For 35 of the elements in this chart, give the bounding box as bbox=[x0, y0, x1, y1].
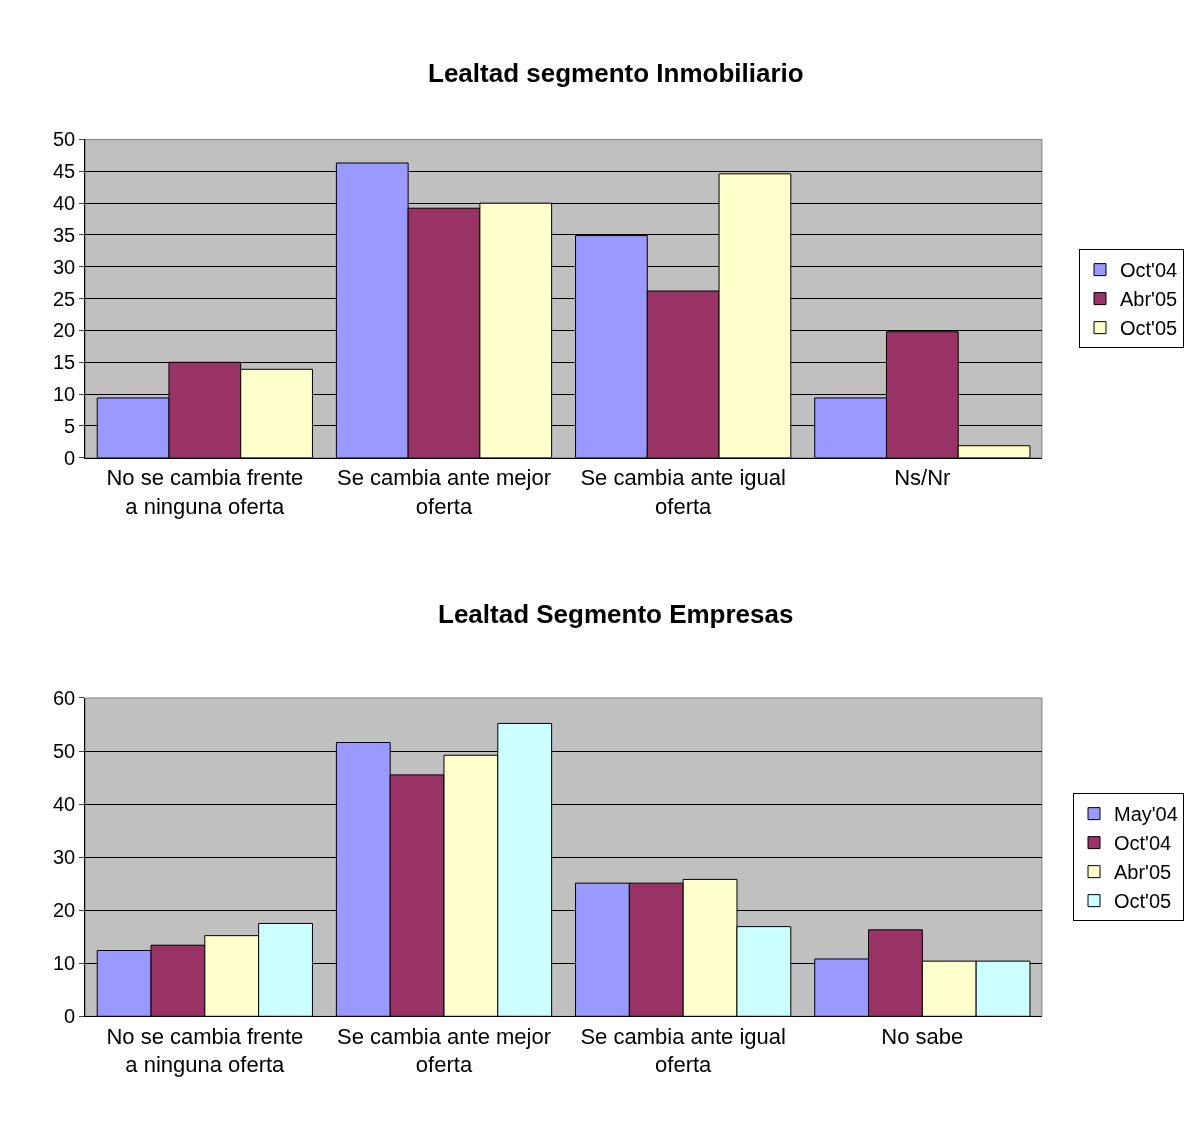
y-tick-label: 30 bbox=[53, 255, 76, 278]
y-tick-label: 0 bbox=[64, 1005, 76, 1028]
y-tick-label: 20 bbox=[53, 319, 76, 342]
legend-label: Oct'05 bbox=[1120, 317, 1178, 340]
legend-label: Oct'04 bbox=[1120, 259, 1178, 282]
y-tick-label: 60 bbox=[53, 686, 76, 709]
x-tick-label: Se cambia ante igual oferta bbox=[580, 1023, 786, 1078]
x-tick-label: No sabe bbox=[881, 1023, 964, 1049]
x-tick-label: Se cambia ante igual oferta bbox=[580, 465, 786, 519]
legend-label: Oct'04 bbox=[1114, 832, 1172, 855]
y-tick-label: 20 bbox=[53, 899, 76, 922]
chart-title: Lealtad segmento Inmobiliario bbox=[428, 58, 804, 88]
x-tick-label: No se cambia frente a ninguna oferta bbox=[106, 1023, 304, 1078]
legend-label: May'04 bbox=[1114, 803, 1178, 826]
y-tick-label: 30 bbox=[53, 846, 76, 869]
chart-title: Lealtad Segmento Empresas bbox=[438, 599, 794, 629]
x-tick-label: Se cambia ante mejor oferta bbox=[337, 1023, 551, 1078]
legend-label: Abr'05 bbox=[1120, 288, 1178, 311]
y-tick-label: 5 bbox=[64, 414, 76, 437]
y-tick-label: 0 bbox=[64, 446, 76, 469]
y-tick-label: 25 bbox=[53, 287, 76, 310]
y-tick-label: 10 bbox=[53, 383, 76, 406]
y-tick-label: 15 bbox=[53, 351, 76, 374]
legend-label: Oct'05 bbox=[1114, 890, 1172, 913]
x-tick-label: Ns/Nr bbox=[894, 465, 951, 491]
legend-label: Abr'05 bbox=[1114, 861, 1172, 884]
y-tick-label: 40 bbox=[53, 793, 76, 816]
x-tick-label: No se cambia frente a ninguna oferta bbox=[106, 465, 304, 519]
y-tick-label: 40 bbox=[53, 192, 76, 215]
y-tick-label: 50 bbox=[53, 740, 76, 763]
y-tick-label: 50 bbox=[53, 128, 76, 151]
x-tick-label: Se cambia ante mejor oferta bbox=[337, 465, 551, 519]
y-tick-label: 10 bbox=[53, 952, 76, 975]
y-tick-label: 45 bbox=[53, 160, 76, 183]
y-tick-label: 35 bbox=[53, 223, 76, 246]
